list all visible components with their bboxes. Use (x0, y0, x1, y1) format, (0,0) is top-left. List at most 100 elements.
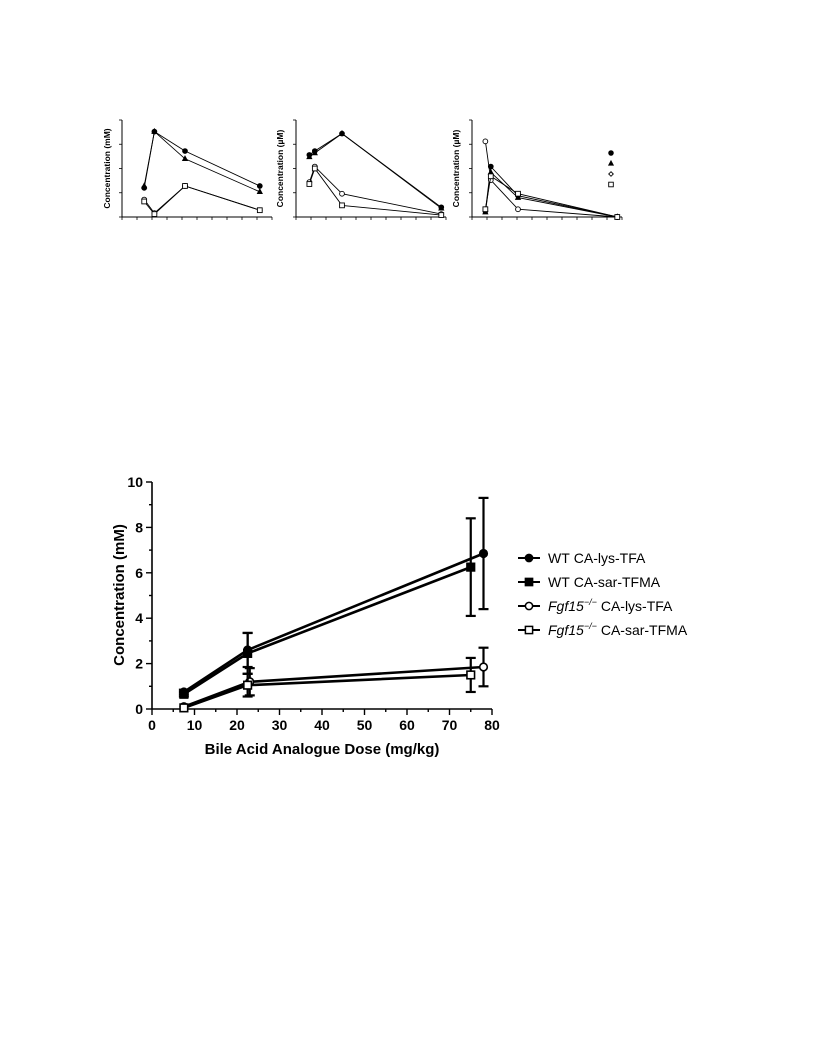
legend-label-prefix: Fgf15 (548, 622, 584, 638)
legend-label-prefix: WT (548, 550, 570, 566)
legend-marker (524, 625, 534, 635)
top-panel-series-line (484, 141, 618, 218)
top-panel-series-line (143, 185, 260, 214)
legend-marker (524, 553, 534, 563)
y-tick-label: 4 (135, 610, 143, 626)
top-panel-point (515, 206, 521, 213)
legend-marker (524, 577, 534, 587)
top-panel-point (181, 155, 189, 162)
legend-entry: WT CA-lys-TFA (518, 550, 646, 566)
x-tick-label: 50 (357, 717, 373, 733)
top-panel-point (306, 153, 313, 160)
legend-label: WT CA-sar-TFMA (548, 574, 661, 590)
legend-label-superscript: −/− (584, 597, 597, 607)
x-tick-label: 10 (187, 717, 203, 733)
x-tick-label: 70 (442, 717, 458, 733)
top-panel-point (515, 190, 521, 197)
top-panel-point (614, 214, 621, 220)
top-panel-legend-marker (608, 181, 614, 188)
legend-entry: WT CA-sar-TFMA (518, 574, 661, 590)
legend-label-suffix: CA-sar-TFMA (601, 622, 688, 638)
y-tick-label: 8 (135, 519, 143, 535)
top-panel-axes (471, 120, 622, 218)
legend-label-suffix: CA-sar-TFMA (574, 574, 661, 590)
top-panel-point (256, 207, 263, 214)
top-panel-series-line (143, 130, 260, 193)
top-panel-point (151, 211, 158, 217)
data-point (478, 662, 489, 672)
series-4 (179, 656, 476, 713)
legend-label-prefix: Fgf15 (548, 598, 584, 614)
top-panel-point (311, 149, 318, 156)
legend-label-prefix: WT (548, 574, 570, 590)
top-panel-series-line (309, 133, 442, 209)
top-panel-point (438, 212, 445, 218)
top-panel-point (339, 190, 345, 197)
data-point (179, 703, 189, 713)
top-panel-point (256, 188, 263, 195)
y-tick-label: 6 (135, 565, 143, 581)
x-tick-label: 40 (314, 717, 330, 733)
legend-label-superscript: −/− (584, 621, 597, 631)
x-tick-label: 30 (272, 717, 288, 733)
top-panel-point (311, 165, 318, 172)
top-panel-legend-marker (608, 171, 614, 177)
top-panel-series-line (143, 130, 260, 188)
data-point (179, 689, 189, 699)
x-tick-label: 80 (484, 717, 500, 733)
series-line (183, 552, 484, 694)
legend-label: Fgf15−/− CA-lys-TFA (548, 597, 673, 614)
data-point (466, 562, 476, 572)
top-panel-series-line (484, 165, 618, 218)
top-panel-point (182, 148, 188, 154)
data-point (466, 670, 476, 680)
top-panel-series-line (308, 165, 442, 215)
top-panel-ylabel: Concentration (µM) (451, 130, 461, 208)
series-line (183, 565, 472, 696)
top-panel-ylabel: Concentration (µM) (275, 130, 285, 208)
data-point (478, 548, 489, 559)
top-panel-group: Concentration (mM) Concentration (µM) Conc… (102, 119, 623, 220)
main-chart: 0 2 4 6 8 10 0 10 20 30 40 50 60 70 80 Bile Acid Analo… (111, 474, 688, 758)
top-panel-series-line (484, 175, 618, 218)
legend-entry: Fgf15−/− CA-lys-TFA (518, 597, 673, 614)
top-panel-point (339, 202, 345, 209)
top-panel-series-line (308, 167, 442, 216)
top-panel-point (338, 129, 346, 136)
series-line (183, 665, 484, 708)
top-panel-series-line (309, 133, 442, 208)
top-panel-ylabel: Concentration (mM) (102, 128, 112, 208)
top-panel-point (482, 206, 489, 213)
y-tick-label: 0 (135, 701, 143, 717)
top-panel-3: Concentration (µM) (451, 119, 623, 220)
legend-label-suffix: CA-lys-TFA (601, 598, 673, 614)
top-panel-legend-marker (608, 150, 614, 156)
top-panel-series-line (143, 185, 260, 215)
main-axes: 0 2 4 6 8 10 0 10 20 30 40 50 60 70 80 (127, 474, 500, 733)
top-panel-point (141, 182, 148, 189)
top-panel-point (306, 181, 313, 187)
legend-entry: Fgf15−/− CA-sar-TFMA (518, 621, 688, 638)
y-axis-title: Concentration (mM) (111, 524, 128, 666)
top-panel-1: Concentration (mM) (102, 119, 273, 220)
legend-label: Fgf15−/− CA-sar-TFMA (548, 621, 688, 638)
top-panel-point (151, 127, 158, 134)
x-axis-title: Bile Acid Analogue Dose (mg/kg) (205, 741, 440, 758)
top-panel-point (182, 183, 188, 189)
top-panel-point (487, 173, 494, 180)
series-layer (178, 496, 489, 713)
top-panel-point (256, 183, 263, 189)
y-tick-label: 2 (135, 656, 143, 672)
data-point (243, 680, 253, 690)
top-panel-point (514, 193, 522, 200)
y-tick-label: 10 (127, 474, 143, 490)
legend-marker (524, 601, 534, 611)
legend-label: WT CA-lys-TFA (548, 550, 646, 566)
x-tick-label: 0 (148, 717, 156, 733)
legend-label-suffix: CA-lys-TFA (574, 550, 646, 566)
top-panel-axes (295, 120, 446, 218)
top-panel-legend-marker (607, 159, 615, 166)
x-tick-label: 60 (399, 717, 415, 733)
